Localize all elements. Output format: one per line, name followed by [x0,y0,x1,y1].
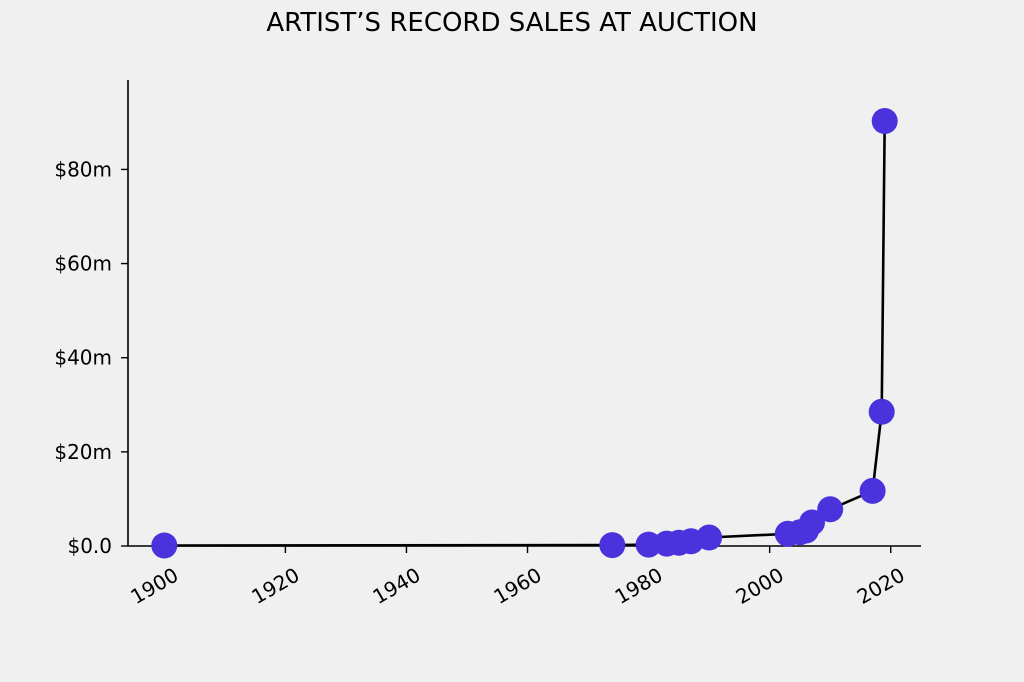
x-tick-label: 1920 [247,563,303,609]
y-tick-label: $20m [54,440,112,464]
data-point [871,108,898,134]
series-line [164,120,886,547]
x-tick-label: 1900 [126,563,182,609]
x-tick-label: 2020 [853,563,909,609]
y-tick-label: $60m [54,252,112,276]
y-tick-label: $40m [54,346,112,370]
x-tick-label: 2000 [732,563,788,609]
axes [127,80,921,547]
data-point [599,532,626,559]
data-point [868,398,895,425]
data-point [859,477,886,504]
x-tick-label: 1960 [490,563,546,609]
data-point [151,532,178,559]
x-tick-label: 1980 [611,563,667,609]
y-tick-label: $80m [54,157,112,181]
y-axis-ticks: $0.0 $20m $40m $60m $80m [54,157,128,558]
series-layer [151,108,898,559]
x-tick-label: 1940 [368,563,424,609]
data-point [799,509,825,536]
data-point [696,524,723,551]
chart-title: ARTIST’S RECORD SALES AT AUCTION [266,8,758,38]
y-tick-label: $0.0 [67,534,112,558]
x-axis-ticks: 1900 1920 1940 1960 1980 2000 2020 [126,546,909,609]
data-point [817,496,844,523]
